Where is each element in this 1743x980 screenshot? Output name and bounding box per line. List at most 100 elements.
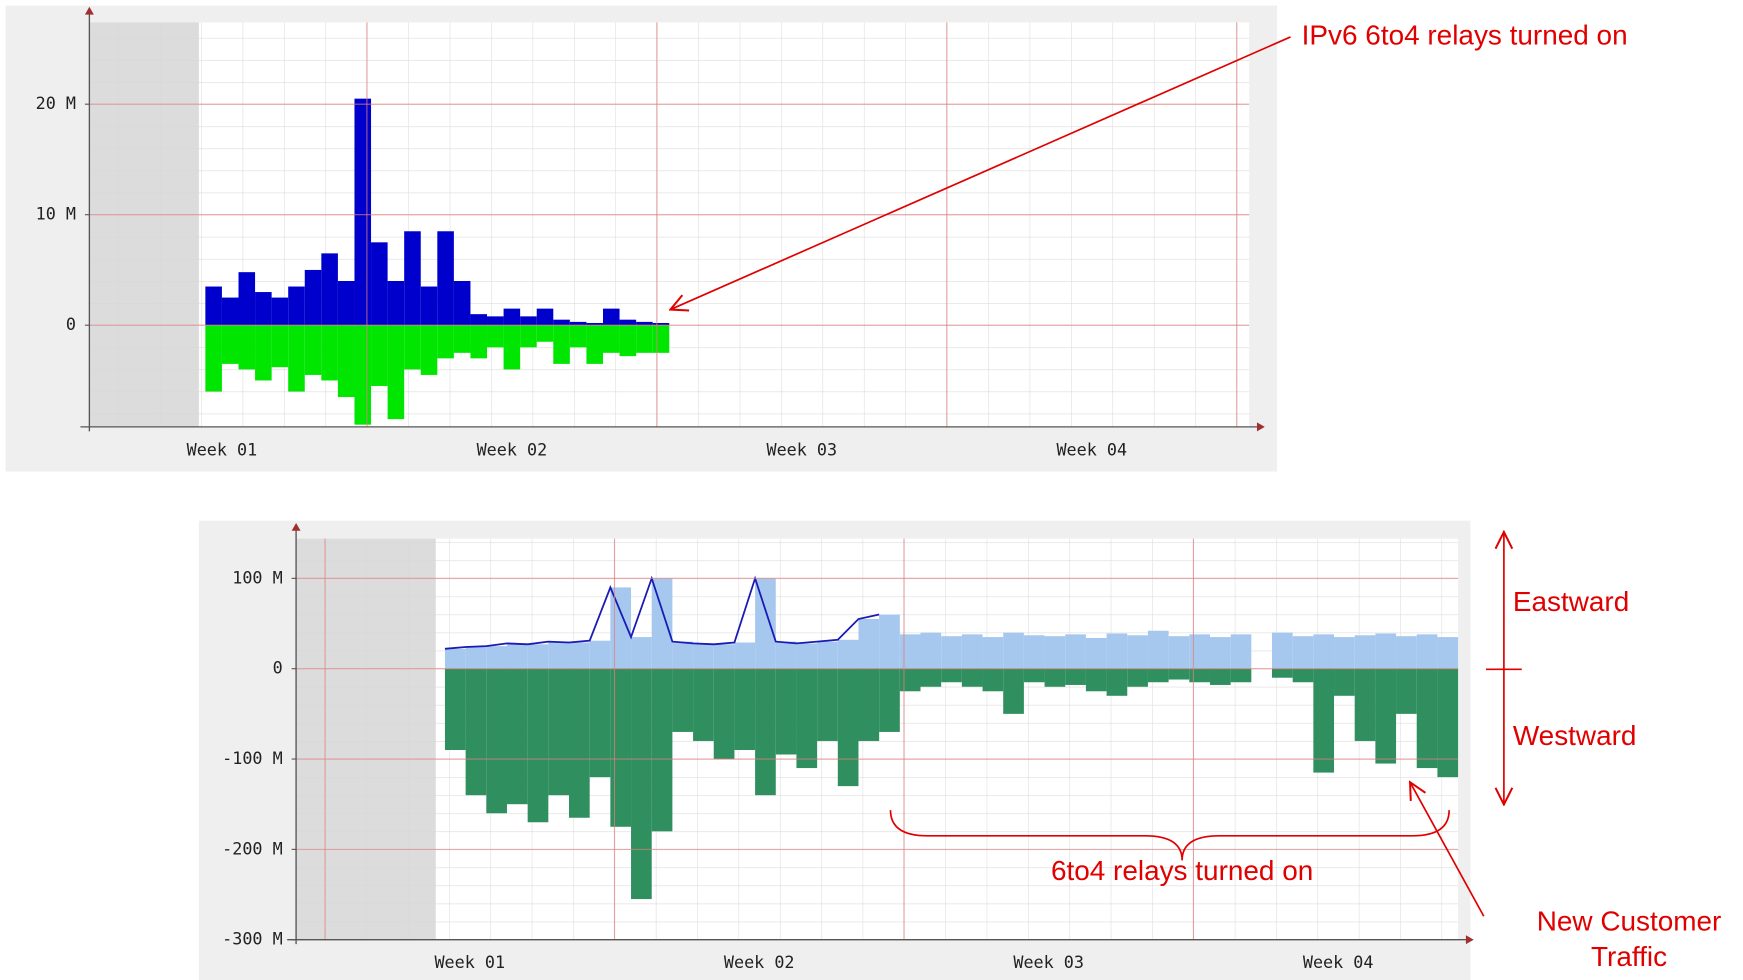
bar bbox=[672, 668, 694, 732]
bar bbox=[404, 231, 421, 326]
bar bbox=[387, 280, 405, 326]
bar bbox=[536, 325, 554, 342]
bar bbox=[982, 668, 1004, 692]
bar bbox=[548, 641, 570, 669]
bar bbox=[693, 668, 714, 741]
bar bbox=[536, 308, 554, 326]
bar bbox=[569, 325, 587, 348]
bar bbox=[404, 325, 421, 370]
bar bbox=[1065, 668, 1086, 685]
no-data-region bbox=[89, 22, 199, 427]
bar bbox=[569, 668, 590, 818]
bar bbox=[238, 272, 256, 326]
bar bbox=[1416, 668, 1438, 769]
bar bbox=[631, 668, 652, 900]
y-tick-label: 20 M bbox=[36, 93, 76, 113]
bar bbox=[619, 319, 637, 326]
bar bbox=[354, 325, 372, 425]
bar bbox=[321, 325, 338, 381]
bar bbox=[465, 647, 487, 669]
bar bbox=[337, 280, 355, 326]
bar bbox=[553, 319, 570, 326]
bar bbox=[1416, 634, 1438, 669]
bar bbox=[420, 286, 438, 326]
y-tick-label: 10 M bbox=[36, 204, 76, 224]
bar bbox=[602, 325, 620, 353]
bar bbox=[755, 578, 776, 669]
x-axis-arrow bbox=[1465, 935, 1474, 945]
bar bbox=[205, 286, 222, 326]
bar bbox=[487, 325, 504, 348]
bar bbox=[486, 646, 507, 669]
bar bbox=[837, 668, 859, 787]
annotation-arrow bbox=[670, 36, 1291, 310]
bar bbox=[734, 642, 756, 669]
bar bbox=[444, 668, 466, 751]
bar bbox=[1437, 668, 1459, 778]
bar bbox=[1023, 668, 1045, 683]
bar bbox=[775, 641, 797, 669]
bar bbox=[652, 325, 670, 353]
x-tick-label: Week 03 bbox=[767, 439, 838, 459]
bar bbox=[487, 316, 504, 326]
bar bbox=[1168, 636, 1190, 669]
y-tick-label: 0 bbox=[66, 314, 76, 334]
y-axis-arrow bbox=[291, 522, 301, 531]
bar bbox=[920, 632, 942, 669]
bar bbox=[221, 325, 239, 364]
bar bbox=[437, 325, 454, 359]
bar bbox=[1396, 668, 1417, 714]
bar bbox=[837, 639, 859, 669]
chart: -300 M -200 M -100 M 0 100 M Week 01 Week 02 We… bbox=[198, 520, 1474, 980]
bar bbox=[503, 308, 521, 326]
bar bbox=[961, 634, 983, 669]
bar bbox=[255, 292, 272, 326]
bar bbox=[354, 98, 372, 326]
bar bbox=[205, 325, 222, 392]
bar bbox=[444, 648, 466, 669]
bar bbox=[1209, 637, 1231, 669]
bar bbox=[713, 644, 735, 669]
bar bbox=[858, 619, 880, 669]
x-tick-label: Week 04 bbox=[1056, 439, 1127, 459]
bar bbox=[486, 668, 507, 814]
bar bbox=[1127, 668, 1148, 687]
bar bbox=[636, 325, 653, 353]
bar bbox=[371, 242, 388, 326]
bar bbox=[221, 297, 239, 326]
bar bbox=[420, 325, 438, 375]
y-tick-label: 100 M bbox=[232, 567, 282, 587]
bar bbox=[941, 636, 962, 669]
bar bbox=[503, 325, 521, 370]
bar bbox=[1313, 668, 1335, 773]
annotation: Eastward bbox=[1513, 586, 1629, 617]
bar bbox=[1106, 633, 1128, 669]
x-tick-label: Week 04 bbox=[1303, 952, 1374, 972]
bar bbox=[453, 280, 471, 326]
bar bbox=[941, 668, 962, 683]
bar bbox=[961, 668, 983, 687]
bar bbox=[586, 322, 603, 326]
bar bbox=[1168, 668, 1190, 680]
bar bbox=[271, 325, 289, 368]
bar bbox=[470, 325, 488, 359]
annotation-arrow bbox=[1410, 782, 1485, 917]
annotation: IPv6 6to4 relays turned on bbox=[1302, 19, 1628, 50]
bar bbox=[520, 325, 537, 348]
x-tick-label: Week 02 bbox=[477, 439, 548, 459]
bar bbox=[713, 668, 735, 760]
bar bbox=[589, 668, 611, 778]
bar bbox=[465, 668, 487, 796]
bar bbox=[651, 578, 673, 669]
bar bbox=[817, 668, 838, 741]
bar bbox=[1334, 637, 1355, 669]
bar bbox=[652, 322, 670, 326]
bar bbox=[271, 297, 289, 326]
bar bbox=[1313, 634, 1335, 669]
bar bbox=[506, 643, 528, 669]
x-tick-label: Week 01 bbox=[434, 952, 505, 972]
bar bbox=[619, 325, 637, 357]
bar bbox=[371, 325, 388, 386]
bar bbox=[1292, 636, 1314, 669]
